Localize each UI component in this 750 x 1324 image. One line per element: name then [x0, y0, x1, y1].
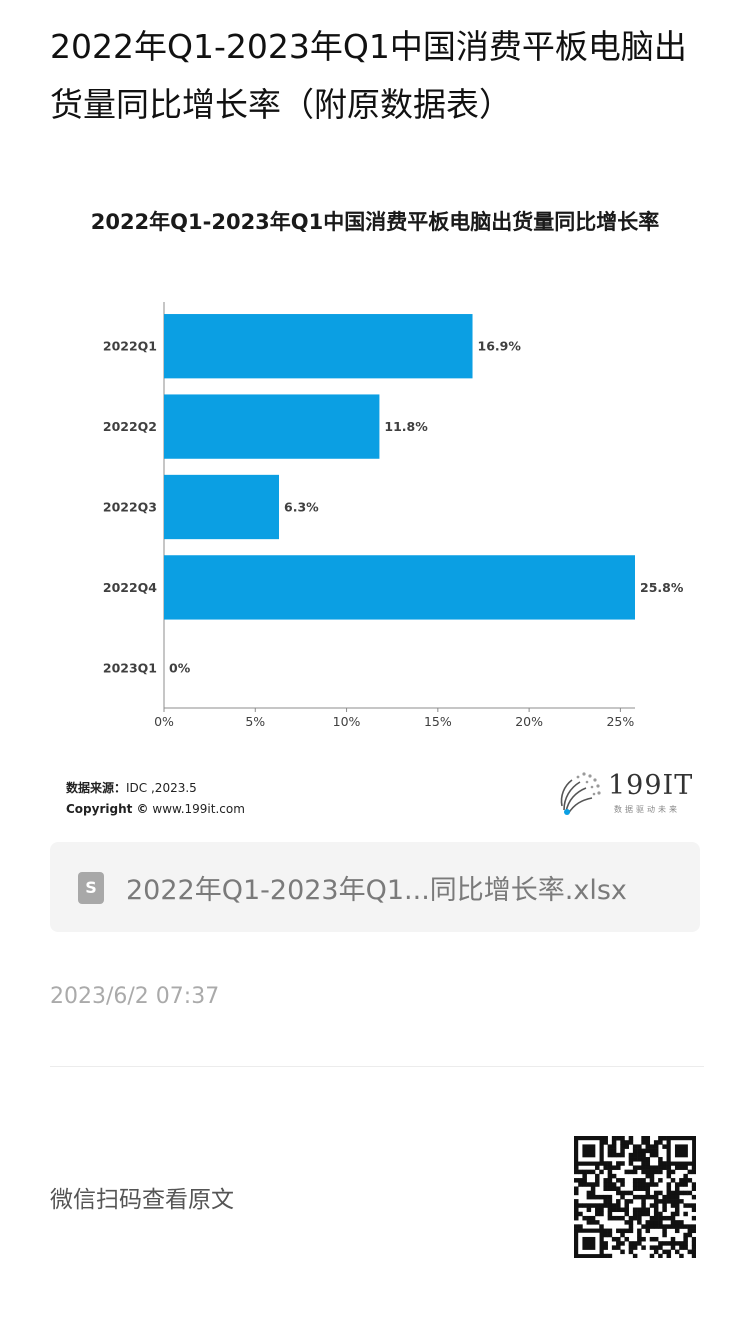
- data-label-2022Q4: 25.8%: [640, 580, 684, 595]
- bar-2022Q1: [164, 314, 473, 379]
- bar-2022Q3: [164, 474, 280, 540]
- divider: [50, 1066, 704, 1067]
- 199it-logo: 199IT 数据驱动未来: [558, 770, 698, 818]
- attachment-filename: 2022年Q1-2023年Q1...同比增长率.xlsx: [126, 875, 627, 906]
- data-label-2023Q1: 0%: [169, 660, 191, 675]
- spreadsheet-file-icon: S: [78, 872, 104, 904]
- copyright-label: Copyright ©: [66, 802, 149, 816]
- source-label: 数据来源：: [66, 781, 127, 795]
- bar-2022Q2: [164, 394, 380, 459]
- bar-2022Q4: [164, 555, 635, 620]
- source-value: IDC ,2023.5: [126, 781, 197, 795]
- x-tick-label-25: 25%: [606, 714, 634, 729]
- category-label-2022Q3: 2022Q3: [103, 500, 157, 515]
- logo-text: 199IT: [608, 770, 694, 801]
- wechat-scan-label: 微信扫码查看原文: [50, 1187, 234, 1213]
- category-label-2023Q1: 2023Q1: [103, 660, 157, 675]
- logo-subtitle: 数据驱动未来: [614, 805, 680, 814]
- bar-chart: 2022Q1 16.9% 2022Q2 11.8% 2022Q3 6.3% 2022Q4 25…: [103, 302, 684, 729]
- attachment-card[interactable]: S 2022年Q1-2023年Q1...同比增长率.xlsx: [50, 842, 700, 932]
- publish-timestamp: 2023/6/2 07:37: [50, 984, 220, 1009]
- qr-code-icon[interactable]: [574, 1136, 696, 1258]
- data-label-2022Q1: 16.9%: [478, 339, 522, 354]
- category-label-2022Q2: 2022Q2: [103, 419, 157, 434]
- x-tick-label-10: 10%: [333, 714, 361, 729]
- copyright-value: www.199it.com: [152, 802, 245, 816]
- article-title: 2022年Q1-2023年Q1中国消费平板电脑出货量同比增长率（附原数据表）: [50, 27, 687, 124]
- x-tick-label-5: 5%: [245, 714, 265, 729]
- dandelion-logo-icon: [560, 772, 601, 815]
- x-tick-label-0: 0%: [154, 714, 174, 729]
- data-source: 数据来源：IDC ,2023.5 Copyright © www.199it.c…: [66, 778, 245, 820]
- data-label-2022Q3: 6.3%: [284, 500, 319, 515]
- x-tick-label-20: 20%: [515, 714, 543, 729]
- chart-title: 2022年Q1-2023年Q1中国消费平板电脑出货量同比增长率: [90, 210, 660, 234]
- category-label-2022Q1: 2022Q1: [103, 339, 157, 354]
- data-label-2022Q2: 11.8%: [384, 419, 428, 434]
- category-label-2022Q4: 2022Q4: [103, 580, 157, 595]
- x-tick-label-15: 15%: [424, 714, 452, 729]
